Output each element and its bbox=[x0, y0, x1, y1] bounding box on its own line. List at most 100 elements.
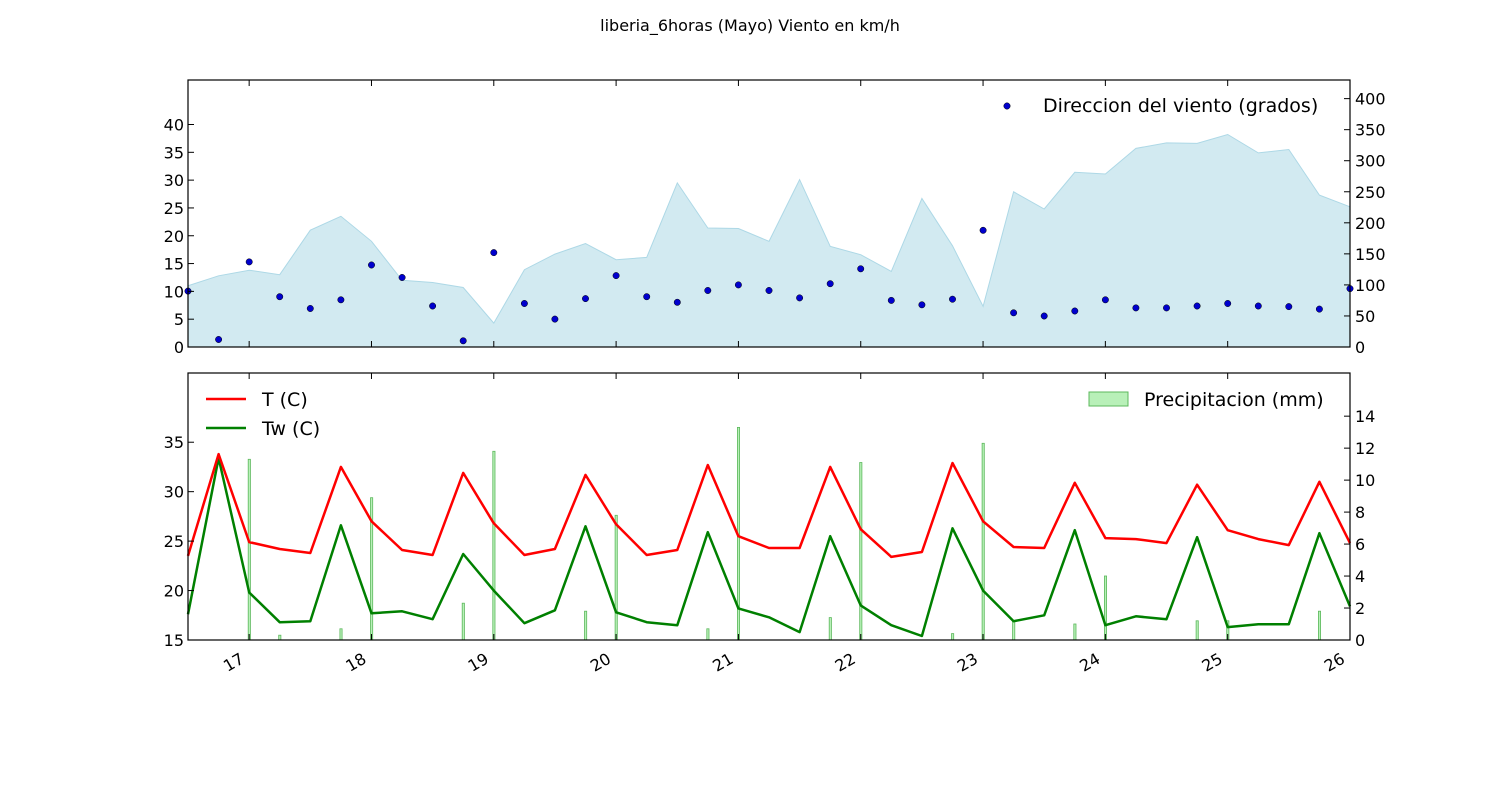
wind-direction-point bbox=[1224, 300, 1232, 307]
wind-direction-point bbox=[1285, 303, 1293, 311]
wind-direction-point bbox=[306, 305, 314, 312]
wind-direction-point bbox=[215, 336, 223, 343]
right-tick-label: 100 bbox=[1355, 276, 1386, 295]
x-tick-label: 24 bbox=[1076, 649, 1103, 676]
legend-patch-precipitation bbox=[1088, 391, 1129, 407]
precipitation-bar bbox=[461, 602, 465, 641]
right-tick-label: 4 bbox=[1355, 567, 1365, 586]
precipitation-bar bbox=[706, 628, 710, 641]
precipitation-bar bbox=[339, 628, 343, 641]
wind-direction-point bbox=[734, 281, 742, 289]
wind-speed-area bbox=[187, 133, 1351, 348]
precipitation-bar bbox=[1104, 575, 1108, 641]
wind-direction-point bbox=[1315, 305, 1323, 313]
right-tick-label: 50 bbox=[1355, 307, 1375, 326]
left-tick-label: 0 bbox=[174, 338, 184, 357]
precipitation-bar bbox=[278, 634, 282, 641]
wind-direction-point bbox=[337, 296, 345, 304]
legend-label-precipitation: Precipitacion (mm) bbox=[1144, 389, 1324, 411]
precipitation-bar bbox=[1012, 620, 1016, 641]
left-tick-label: 15 bbox=[164, 255, 184, 274]
precipitation-bar bbox=[951, 633, 955, 641]
right-tick-label: 400 bbox=[1355, 90, 1386, 109]
precipitation-bar bbox=[828, 617, 832, 641]
wind-direction-point bbox=[429, 302, 437, 310]
right-tick-label: 150 bbox=[1355, 245, 1386, 264]
right-tick-label: 200 bbox=[1355, 214, 1386, 233]
right-tick-label: 14 bbox=[1355, 407, 1375, 426]
wind-direction-point bbox=[643, 293, 651, 301]
x-tick-label: 20 bbox=[587, 649, 614, 676]
wind-direction-point bbox=[520, 300, 528, 307]
wind-direction-point bbox=[368, 261, 375, 269]
right-tick-label: 10 bbox=[1355, 471, 1375, 490]
wind-direction-point bbox=[796, 294, 804, 302]
right-tick-label: 300 bbox=[1355, 152, 1386, 171]
precipitation-bar bbox=[859, 462, 863, 641]
precipitation-bar bbox=[492, 450, 496, 641]
wind-direction-point bbox=[1254, 302, 1262, 310]
wind-panel: 0510152025303540050100150200250300350400… bbox=[164, 79, 1386, 357]
left-tick-label: 5 bbox=[174, 310, 184, 329]
wind-direction-point bbox=[826, 280, 834, 288]
left-tick-label: 20 bbox=[164, 582, 184, 601]
wind-direction-point bbox=[949, 295, 956, 303]
precipitation-bar bbox=[1195, 620, 1199, 641]
left-tick-label: 30 bbox=[164, 171, 184, 190]
wind-direction-point bbox=[979, 226, 987, 234]
legend-label-t: T (C) bbox=[261, 389, 308, 411]
t-line bbox=[186, 452, 1352, 559]
right-tick-label: 350 bbox=[1355, 121, 1386, 140]
right-tick-label: 8 bbox=[1355, 503, 1365, 522]
wind-direction-point bbox=[459, 337, 467, 345]
bottom-plot-frame bbox=[187, 372, 1351, 641]
precipitation-bar bbox=[614, 514, 618, 641]
x-tick-label: 23 bbox=[954, 649, 981, 676]
left-tick-label: 30 bbox=[164, 483, 184, 502]
right-tick-label: 2 bbox=[1355, 599, 1365, 618]
precipitation-bar bbox=[247, 458, 251, 641]
left-tick-label: 35 bbox=[164, 433, 184, 452]
legend-label-tw: Tw (C) bbox=[261, 418, 320, 440]
wind-direction-point bbox=[857, 265, 865, 273]
left-tick-label: 20 bbox=[164, 227, 184, 246]
x-tick-label: 17 bbox=[220, 649, 247, 676]
wind-direction-point bbox=[673, 298, 681, 306]
wind-direction-point bbox=[398, 274, 406, 281]
left-tick-label: 25 bbox=[164, 532, 184, 551]
left-tick-label: 10 bbox=[164, 282, 184, 301]
precipitation-bar bbox=[1318, 610, 1322, 641]
wind-direction-point bbox=[1132, 304, 1140, 312]
x-tick-label: 18 bbox=[342, 649, 369, 676]
legend-label-direction: Direccion del viento (grados) bbox=[1043, 95, 1318, 117]
left-tick-label: 15 bbox=[164, 631, 184, 650]
right-tick-label: 250 bbox=[1355, 183, 1386, 202]
wind-direction-point bbox=[276, 293, 284, 301]
x-tick-label: 26 bbox=[1321, 649, 1348, 676]
precipitation-bar bbox=[1073, 623, 1077, 641]
wind-direction-point bbox=[1040, 312, 1048, 320]
wind-direction-point bbox=[490, 249, 498, 257]
wind-direction-point bbox=[1163, 304, 1170, 312]
x-tick-label: 21 bbox=[709, 649, 736, 676]
precipitation-bar bbox=[981, 442, 985, 641]
precipitation-bar bbox=[584, 610, 588, 641]
legend-marker-direction bbox=[1003, 102, 1011, 110]
right-tick-label: 0 bbox=[1355, 338, 1365, 357]
wind-direction-point bbox=[918, 301, 926, 309]
wind-direction-point bbox=[704, 287, 712, 294]
wind-direction-point bbox=[1010, 309, 1018, 317]
x-tick-label: 25 bbox=[1199, 649, 1226, 676]
tw-line bbox=[186, 456, 1352, 638]
wind-direction-point bbox=[551, 315, 559, 323]
top-plot-frame bbox=[187, 79, 1351, 348]
x-tick-label: 22 bbox=[832, 649, 859, 676]
wind-direction-point bbox=[1071, 307, 1079, 315]
wind-direction-point bbox=[1101, 296, 1109, 304]
left-tick-label: 25 bbox=[164, 199, 184, 218]
wind-direction-point bbox=[765, 287, 773, 294]
wind-direction-point bbox=[245, 258, 253, 266]
wind-direction-point bbox=[1193, 302, 1201, 310]
